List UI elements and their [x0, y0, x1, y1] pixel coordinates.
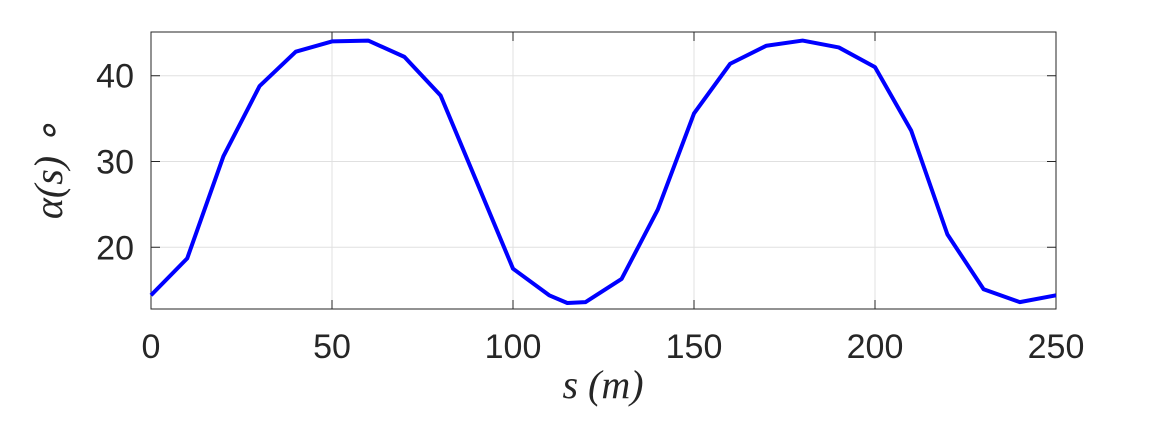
x-tick-label: 250: [1028, 328, 1085, 366]
x-tick-label: 0: [142, 328, 161, 366]
data-line: [149, 38, 1057, 305]
x-tick-label: 200: [847, 328, 904, 366]
y-tick-label: 20: [96, 229, 134, 267]
plot-frame: [150, 31, 1057, 310]
y-tick-label: 40: [96, 58, 134, 96]
x-tick-label: 50: [313, 328, 351, 366]
y-tick-label: 30: [96, 143, 134, 181]
x-tick-label: 150: [666, 328, 723, 366]
x-axis-label: s (m): [562, 362, 643, 407]
y-axis-label: α(s) ∘: [26, 121, 71, 219]
x-tick-label: 100: [485, 328, 542, 366]
